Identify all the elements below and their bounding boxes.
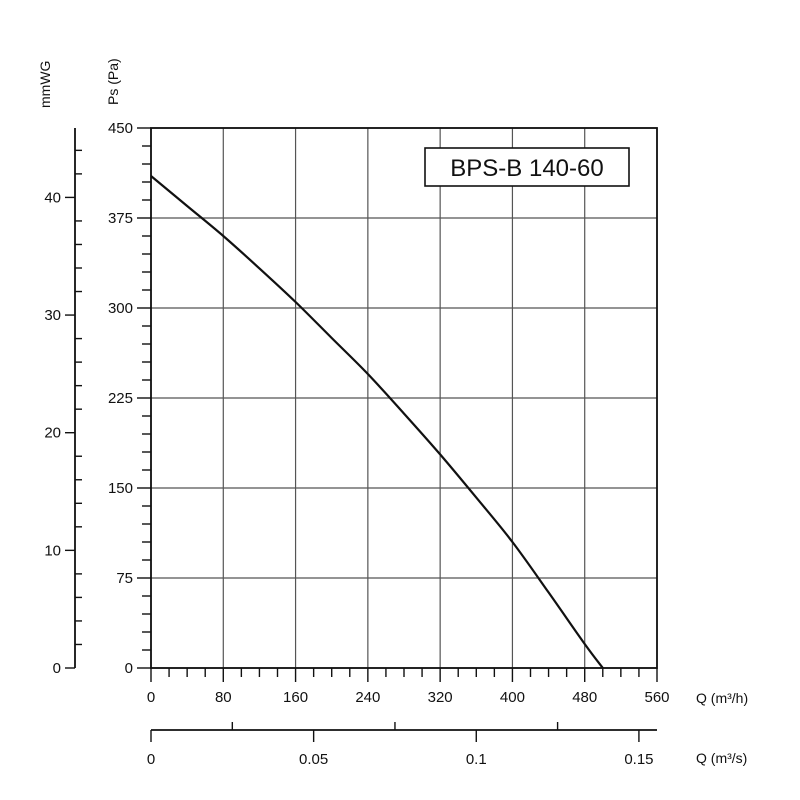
x-secondary-tick-label: 0.05 [299, 751, 328, 768]
x-secondary-tick-label: 0.1 [466, 751, 487, 768]
x-primary-tick-label: 80 [215, 689, 232, 706]
chart-title: BPS-B 140-60 [450, 155, 603, 182]
performance-curve [150, 175, 604, 669]
x-secondary-axis-label: Q (m³/s) [696, 750, 747, 766]
x-secondary-tick-label: 0 [147, 751, 155, 768]
y-secondary-tick-label: 10 [44, 542, 61, 559]
x-primary-tick-label: 560 [644, 689, 669, 706]
x-primary-tick-label: 400 [500, 689, 525, 706]
y-primary-axis-label: Ps (Pa) [105, 58, 121, 105]
y-primary-tick-label: 375 [108, 210, 133, 227]
tick-marks [65, 127, 658, 742]
y-secondary-axis-label: mmWG [37, 61, 53, 108]
x-primary-tick-label: 160 [283, 689, 308, 706]
y-secondary-tick-label: 30 [44, 307, 61, 324]
x-primary-tick-label: 0 [147, 689, 155, 706]
x-primary-tick-label: 480 [572, 689, 597, 706]
y-primary-tick-label: 300 [108, 300, 133, 317]
x-primary-axis-label: Q (m³/h) [696, 690, 748, 706]
y-secondary-tick-label: 40 [44, 189, 61, 206]
y-primary-tick-label: 150 [108, 480, 133, 497]
x-primary-tick-label: 240 [355, 689, 380, 706]
x-primary-tick-label: 320 [428, 689, 453, 706]
y-secondary-tick-label: 0 [53, 660, 61, 677]
y-primary-tick-label: 450 [108, 120, 133, 137]
y-primary-tick-label: 0 [125, 660, 133, 677]
y-secondary-tick-label: 20 [44, 425, 61, 442]
y-primary-tick-label: 225 [108, 390, 133, 407]
y-primary-tick-label: 75 [116, 570, 133, 587]
title-box: BPS-B 140-60 [424, 147, 630, 187]
grid [150, 127, 658, 669]
x-secondary-tick-label: 0.15 [624, 751, 653, 768]
